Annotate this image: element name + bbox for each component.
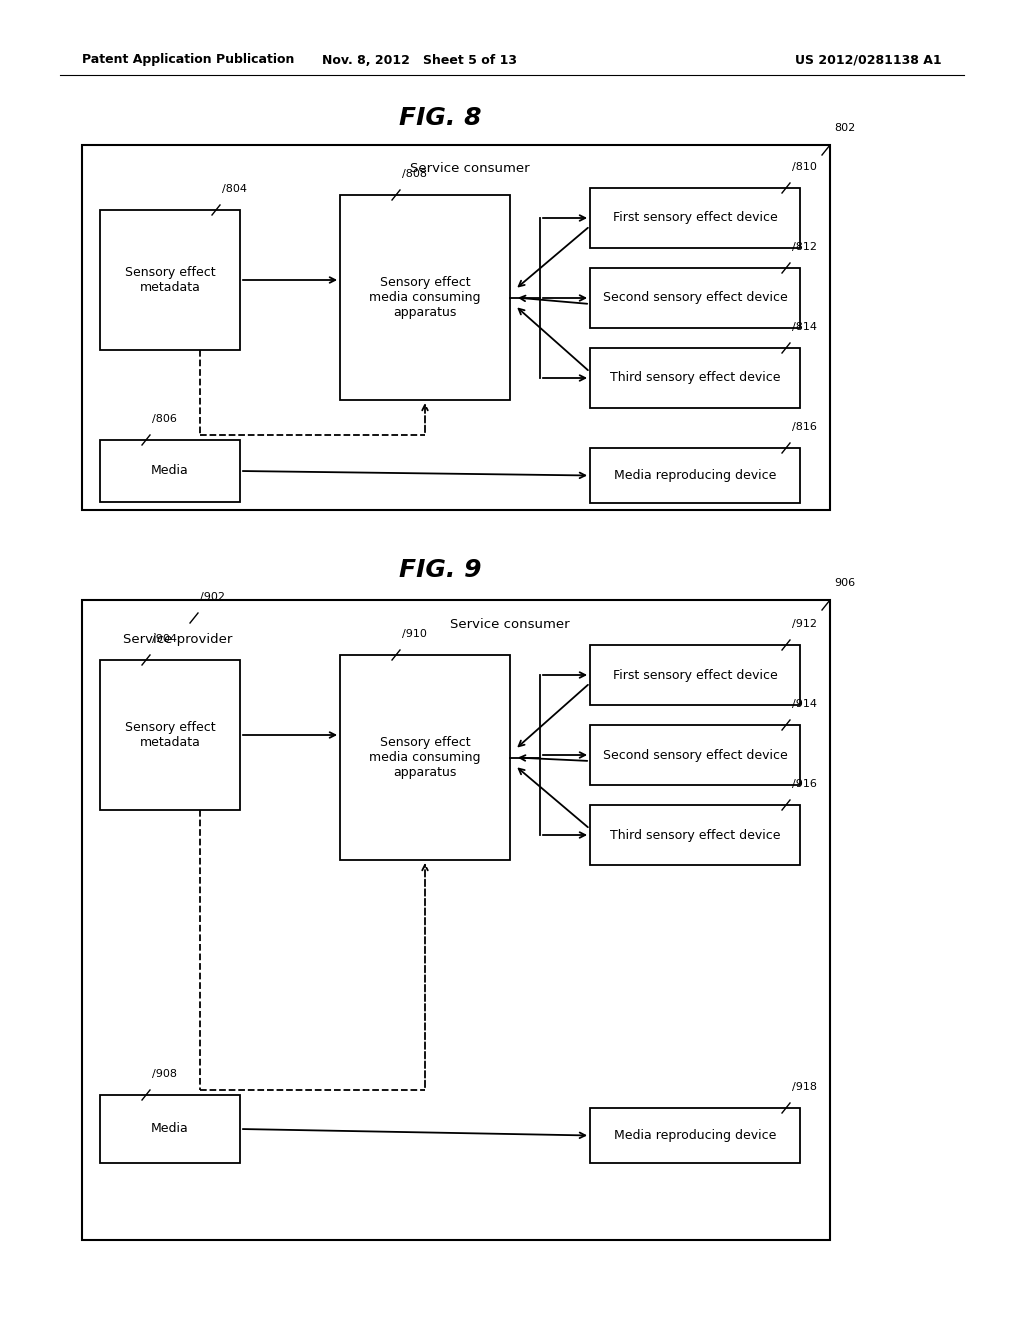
Text: /910: /910	[402, 630, 427, 639]
Text: Second sensory effect device: Second sensory effect device	[603, 748, 787, 762]
Bar	[590, 447, 800, 503]
Text: Sensory effect
media consuming
apparatus: Sensory effect media consuming apparatus	[370, 276, 480, 319]
Text: /806: /806	[152, 414, 177, 424]
Text: Second sensory effect device: Second sensory effect device	[603, 292, 787, 305]
Text: /912: /912	[792, 619, 817, 630]
Text: Media: Media	[152, 465, 188, 478]
Bar	[100, 660, 240, 810]
Bar	[82, 145, 830, 510]
Text: Service consumer: Service consumer	[411, 161, 529, 174]
Text: /814: /814	[792, 322, 817, 333]
Text: /816: /816	[792, 422, 817, 432]
Bar	[590, 187, 800, 248]
Text: FIG. 8: FIG. 8	[398, 106, 481, 129]
Text: Service consumer: Service consumer	[451, 619, 569, 631]
Text: /914: /914	[792, 700, 817, 709]
Text: /902: /902	[200, 591, 225, 602]
Text: Media reproducing device: Media reproducing device	[613, 1129, 776, 1142]
Bar	[590, 725, 800, 785]
Text: Service provider: Service provider	[123, 634, 232, 647]
Bar	[340, 655, 510, 861]
Bar	[305, 178, 535, 420]
Bar	[590, 645, 800, 705]
Text: /810: /810	[792, 162, 817, 172]
Text: FIG. 9: FIG. 9	[398, 558, 481, 582]
Text: Sensory effect
metadata: Sensory effect metadata	[125, 267, 215, 294]
Bar	[82, 601, 830, 1239]
Text: /808: /808	[402, 169, 427, 180]
Bar	[590, 1107, 800, 1163]
Bar	[590, 805, 800, 865]
Bar	[100, 440, 240, 502]
Bar	[590, 348, 800, 408]
Text: /908: /908	[152, 1069, 177, 1078]
Text: First sensory effect device: First sensory effect device	[612, 211, 777, 224]
Text: First sensory effect device: First sensory effect device	[612, 668, 777, 681]
Text: Third sensory effect device: Third sensory effect device	[609, 371, 780, 384]
Text: /804: /804	[222, 183, 247, 194]
Text: Media: Media	[152, 1122, 188, 1135]
Bar	[590, 268, 800, 327]
Text: 802: 802	[834, 123, 855, 133]
Text: Media reproducing device: Media reproducing device	[613, 469, 776, 482]
Bar	[100, 1096, 240, 1163]
Bar	[88, 618, 268, 1001]
Bar	[305, 642, 535, 1001]
Text: Sensory effect
media consuming
apparatus: Sensory effect media consuming apparatus	[370, 737, 480, 779]
Text: Patent Application Publication: Patent Application Publication	[82, 54, 294, 66]
Bar	[340, 195, 510, 400]
Text: /918: /918	[792, 1082, 817, 1092]
Text: /904: /904	[152, 634, 177, 644]
Text: /916: /916	[792, 779, 817, 789]
Text: Sensory effect
metadata: Sensory effect metadata	[125, 721, 215, 748]
Text: Nov. 8, 2012   Sheet 5 of 13: Nov. 8, 2012 Sheet 5 of 13	[323, 54, 517, 66]
Text: /812: /812	[792, 242, 817, 252]
Text: US 2012/0281138 A1: US 2012/0281138 A1	[796, 54, 942, 66]
Text: Third sensory effect device: Third sensory effect device	[609, 829, 780, 842]
Text: 906: 906	[834, 578, 855, 587]
Bar	[100, 210, 240, 350]
